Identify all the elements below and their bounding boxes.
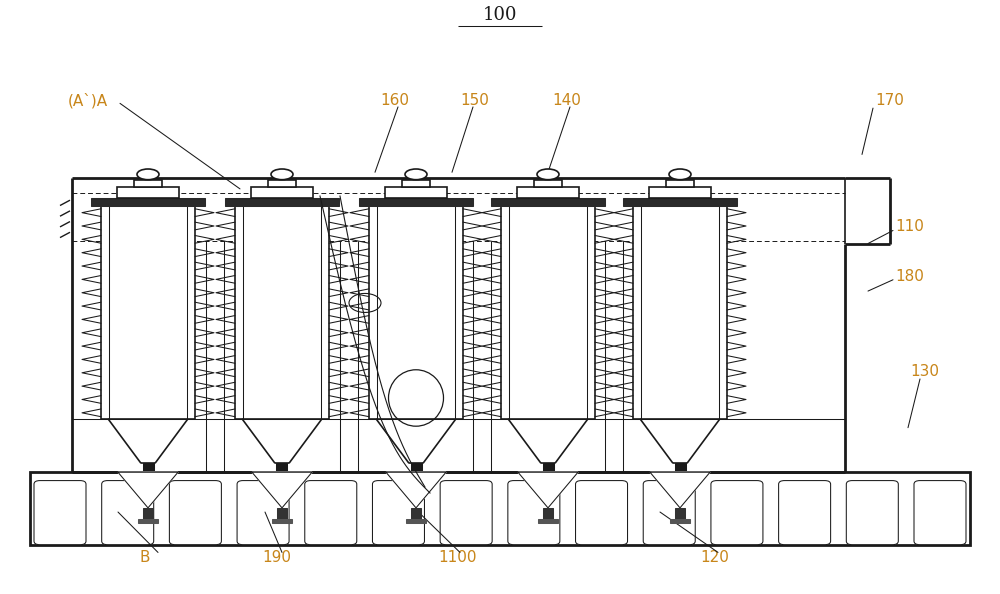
Bar bbox=[143, 508, 153, 519]
Bar bbox=[633, 202, 727, 419]
Bar bbox=[136, 486, 159, 489]
Bar bbox=[101, 202, 195, 419]
Polygon shape bbox=[118, 472, 178, 508]
Bar bbox=[134, 179, 162, 188]
Bar bbox=[359, 198, 473, 206]
Text: 150: 150 bbox=[460, 93, 489, 109]
Text: 130: 130 bbox=[910, 364, 939, 379]
Polygon shape bbox=[650, 472, 710, 508]
Bar bbox=[91, 198, 205, 206]
Bar bbox=[268, 179, 296, 188]
Ellipse shape bbox=[537, 169, 559, 179]
Bar bbox=[649, 188, 711, 198]
Bar bbox=[251, 188, 313, 198]
FancyBboxPatch shape bbox=[711, 481, 763, 545]
Bar bbox=[272, 519, 292, 523]
Bar bbox=[670, 519, 690, 523]
Bar bbox=[675, 508, 685, 519]
Bar bbox=[669, 486, 692, 489]
Ellipse shape bbox=[405, 169, 427, 179]
Bar bbox=[538, 519, 558, 523]
Polygon shape bbox=[252, 472, 312, 508]
Bar bbox=[543, 508, 553, 519]
Ellipse shape bbox=[137, 169, 159, 179]
Bar bbox=[369, 202, 463, 419]
Bar bbox=[277, 508, 287, 519]
FancyBboxPatch shape bbox=[372, 481, 424, 545]
Bar bbox=[138, 519, 158, 523]
Text: 100: 100 bbox=[483, 6, 517, 24]
FancyBboxPatch shape bbox=[779, 481, 831, 545]
Bar bbox=[623, 198, 737, 206]
Bar bbox=[543, 463, 554, 486]
FancyBboxPatch shape bbox=[102, 481, 154, 545]
FancyBboxPatch shape bbox=[914, 481, 966, 545]
Text: 120: 120 bbox=[700, 549, 729, 565]
Bar bbox=[537, 486, 560, 489]
Bar bbox=[666, 179, 694, 188]
FancyBboxPatch shape bbox=[34, 481, 86, 545]
Polygon shape bbox=[386, 472, 446, 508]
Ellipse shape bbox=[271, 169, 293, 179]
FancyBboxPatch shape bbox=[305, 481, 357, 545]
Polygon shape bbox=[518, 472, 578, 508]
Bar bbox=[30, 472, 970, 545]
FancyBboxPatch shape bbox=[576, 481, 628, 545]
Text: 1100: 1100 bbox=[438, 549, 477, 565]
Text: B: B bbox=[140, 549, 150, 565]
Bar bbox=[517, 188, 579, 198]
Bar bbox=[225, 198, 339, 206]
Bar bbox=[675, 463, 686, 486]
Text: 180: 180 bbox=[895, 268, 924, 284]
Text: 190: 190 bbox=[262, 549, 291, 565]
FancyBboxPatch shape bbox=[846, 481, 898, 545]
FancyBboxPatch shape bbox=[643, 481, 695, 545]
Bar bbox=[534, 179, 562, 188]
Bar bbox=[501, 202, 595, 419]
Bar bbox=[404, 486, 427, 489]
Text: 160: 160 bbox=[380, 93, 409, 109]
Bar bbox=[235, 202, 329, 419]
Ellipse shape bbox=[669, 169, 691, 179]
Bar bbox=[117, 188, 179, 198]
FancyBboxPatch shape bbox=[169, 481, 221, 545]
FancyBboxPatch shape bbox=[508, 481, 560, 545]
Text: 140: 140 bbox=[552, 93, 581, 109]
Bar bbox=[411, 463, 422, 486]
Bar bbox=[143, 463, 154, 486]
Bar bbox=[402, 179, 430, 188]
Bar bbox=[406, 519, 426, 523]
Bar bbox=[411, 508, 421, 519]
Text: (A`)A: (A`)A bbox=[68, 93, 108, 109]
Text: 170: 170 bbox=[875, 93, 904, 109]
Text: 110: 110 bbox=[895, 219, 924, 235]
Bar bbox=[491, 198, 605, 206]
FancyBboxPatch shape bbox=[237, 481, 289, 545]
Bar bbox=[385, 188, 447, 198]
FancyBboxPatch shape bbox=[440, 481, 492, 545]
Bar bbox=[276, 463, 287, 486]
Bar bbox=[270, 486, 293, 489]
